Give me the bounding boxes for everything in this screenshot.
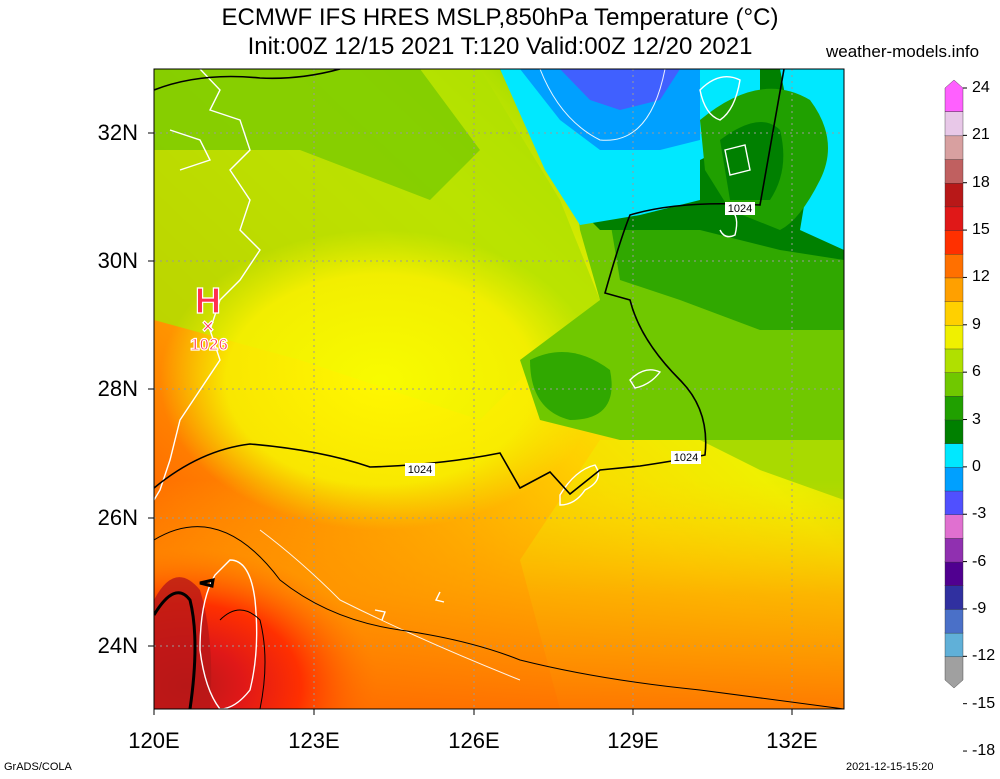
colorbar-segment bbox=[944, 111, 964, 137]
colorbar-label: 6 bbox=[972, 363, 981, 381]
isobar-label: 1024 bbox=[674, 452, 698, 464]
colorbar bbox=[944, 79, 964, 689]
isobar-label: 1024 bbox=[728, 203, 752, 215]
colorbar-label: 24 bbox=[972, 79, 990, 96]
lon-label-132e: 132E bbox=[766, 728, 818, 753]
software-credit: GrADS/COLA bbox=[4, 761, 72, 773]
lat-label-30n: 30N bbox=[97, 248, 138, 273]
colorbar-label: -3 bbox=[972, 505, 987, 523]
site-label: weather-models.info bbox=[826, 42, 980, 61]
colorbar-segment bbox=[944, 79, 964, 112]
page-title-line2: Init:00Z 12/15 2021 T:120 Valid:00Z 12/2… bbox=[247, 33, 753, 60]
colorbar-segment bbox=[944, 277, 964, 302]
high-center-marker: × bbox=[202, 316, 214, 338]
colorbar-label: 15 bbox=[972, 221, 990, 239]
colorbar-segment bbox=[944, 182, 964, 208]
colorbar-label: -6 bbox=[972, 552, 987, 570]
lat-label-26n: 26N bbox=[97, 505, 138, 530]
axis-ticks bbox=[148, 132, 793, 715]
colorbar-label: 21 bbox=[972, 126, 990, 144]
lon-label-129e: 129E bbox=[607, 728, 659, 753]
lon-label-123e: 123E bbox=[288, 728, 340, 753]
colorbar-ticks bbox=[963, 87, 967, 752]
colorbar-segment bbox=[944, 135, 964, 160]
lon-label-120e: 120E bbox=[128, 728, 180, 753]
timestamp: 2021-12-15-15:20 bbox=[846, 761, 934, 773]
colorbar-segment bbox=[944, 348, 964, 373]
colorbar-segment bbox=[944, 253, 964, 279]
colorbar-label: -15 bbox=[972, 694, 996, 712]
colorbar-segment bbox=[944, 158, 964, 184]
high-pressure-marker: H × 1026 bbox=[189, 279, 228, 354]
colorbar-segment bbox=[944, 324, 964, 350]
colorbar-label: 9 bbox=[972, 315, 981, 333]
colorbar-label: 18 bbox=[972, 173, 990, 191]
colorbar-label: -12 bbox=[972, 647, 996, 665]
colorbar-segment bbox=[944, 537, 964, 563]
colorbar-segment bbox=[944, 490, 964, 515]
colorbar-label: 3 bbox=[972, 410, 981, 428]
page-title-line1: ECMWF IFS HRES MSLP,850hPa Temperature (… bbox=[221, 4, 779, 31]
colorbar-label: 0 bbox=[972, 457, 981, 475]
lat-label-32n: 32N bbox=[97, 120, 138, 145]
colorbar-segment bbox=[944, 443, 964, 468]
colorbar-segment bbox=[944, 608, 964, 634]
colorbar-segment bbox=[944, 419, 964, 444]
colorbar-segment bbox=[944, 514, 964, 539]
lon-label-126e: 126E bbox=[448, 728, 500, 753]
temperature-contours bbox=[259, 69, 666, 681]
colorbar-segment bbox=[944, 466, 964, 492]
colorbar-segment bbox=[944, 561, 964, 586]
colorbar-segment bbox=[944, 395, 964, 421]
isobar-labels: 1024 1024 1024 bbox=[405, 202, 755, 476]
colorbar-segment bbox=[944, 585, 964, 610]
colorbar-segment bbox=[944, 206, 964, 231]
colorbar-segment bbox=[944, 300, 964, 326]
coastlines bbox=[154, 69, 751, 709]
colorbar-segment bbox=[944, 371, 964, 397]
lat-label-28n: 28N bbox=[97, 376, 138, 401]
colorbar-label: -18 bbox=[972, 742, 996, 760]
lat-label-24n: 24N bbox=[97, 633, 138, 658]
isobar-label: 1024 bbox=[408, 464, 432, 476]
high-pressure-value: 1026 bbox=[190, 335, 228, 354]
high-symbol: H bbox=[195, 280, 221, 321]
colorbar-segment bbox=[944, 656, 964, 689]
colorbar-label: 12 bbox=[972, 268, 990, 286]
colorbar-label: -9 bbox=[972, 599, 987, 617]
colorbar-segment bbox=[944, 229, 964, 255]
colorbar-segment bbox=[944, 632, 964, 658]
